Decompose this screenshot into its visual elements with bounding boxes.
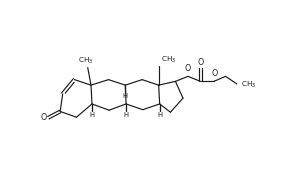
Text: O: O (197, 58, 204, 67)
Text: O: O (40, 113, 46, 122)
Text: CH$_3$: CH$_3$ (78, 56, 93, 66)
Text: O: O (184, 64, 191, 73)
Text: CH$_3$: CH$_3$ (241, 80, 256, 90)
Text: H: H (124, 112, 129, 118)
Text: CH$_3$: CH$_3$ (161, 55, 176, 65)
Text: H: H (157, 112, 162, 118)
Text: O: O (211, 69, 217, 78)
Text: H: H (123, 93, 128, 99)
Text: H: H (90, 112, 95, 118)
